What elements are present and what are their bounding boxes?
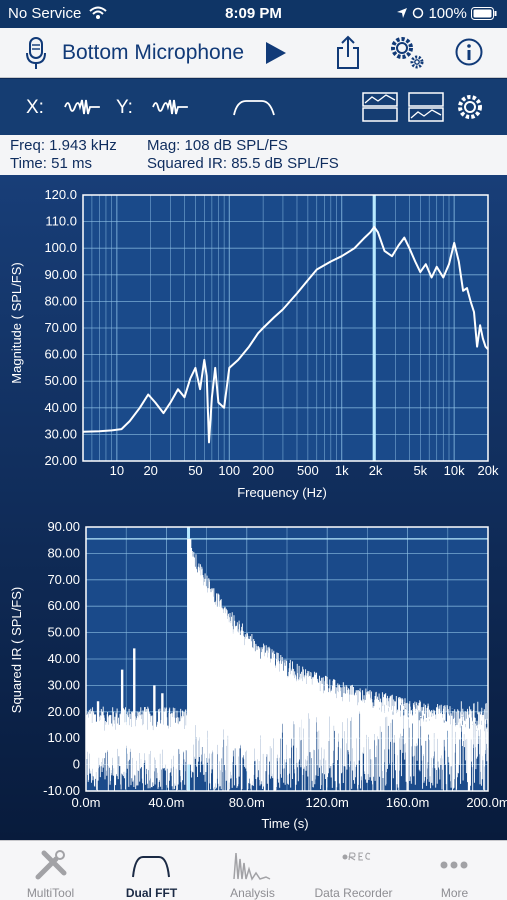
battery-icon [471, 7, 497, 20]
magnitude-tick-label: 110.0 [45, 214, 77, 229]
squared-ir-tick-label: 70.00 [47, 572, 80, 587]
squared-ir-tick-label: 60.00 [47, 598, 80, 613]
more-icon [440, 861, 468, 869]
frequency-tick-label: 100 [218, 463, 240, 478]
microphone-title[interactable]: Bottom Microphone [62, 41, 245, 64]
tab-data-recorder[interactable]: Data Recorder [303, 841, 404, 900]
clock: 8:09 PM [225, 5, 282, 22]
magnitude-readout: Mag: 108 dB SPL/FS [147, 137, 288, 154]
time-tick-label: 80.0m [229, 795, 265, 810]
magnitude-trace [82, 225, 489, 444]
frequency-tick-label: 20 [143, 463, 157, 478]
frequency-readout: Freq: 1.943 kHz [10, 137, 117, 154]
time-tick-label: 160.0m [386, 795, 429, 810]
time-tick-label: 120.0m [306, 795, 349, 810]
magnitude-tick-label: 20.00 [44, 453, 77, 468]
squared-ir-tick-label: 20.00 [47, 704, 80, 719]
magnitude-tick-label: 40.00 [44, 400, 77, 415]
magnitude-tick-label: 60.00 [44, 347, 77, 362]
magnitude-plot-border [82, 194, 489, 462]
squared-ir-tick-label: 50.00 [47, 625, 80, 640]
info-icon[interactable] [455, 38, 483, 66]
magnitude-chart[interactable]: Magnitude ( SPL/FS) Frequency (Hz) 20.00… [0, 175, 507, 515]
magnitude-tick-label: 90.00 [44, 267, 77, 282]
data-recorder-icon [342, 852, 371, 861]
squared-ir-tick-label: 10.00 [47, 730, 80, 745]
magnitude-tick-label: 120.0 [44, 187, 77, 202]
magnitude-tick-label: 30.00 [44, 426, 77, 441]
status-bar: No Service 8:09 PM 100% [0, 0, 507, 28]
squared-ir-tick-label: 30.00 [47, 677, 80, 692]
layout-top-icon[interactable] [362, 92, 398, 122]
frequency-tick-label: 200 [252, 463, 274, 478]
squared-ir-tick-label: 90.00 [47, 519, 80, 534]
magnitude-x-axis-title: Frequency (Hz) [237, 485, 327, 500]
frequency-tick-label: 10 [110, 463, 124, 478]
cursor-readout: Freq: 1.943 kHz Mag: 108 dB SPL/FS Time:… [0, 135, 507, 175]
battery-percent: 100% [428, 5, 467, 22]
magnitude-tick-label: 80.00 [44, 293, 77, 308]
squared-ir-readout: Squared IR: 85.5 dB SPL/FS [147, 155, 339, 172]
frequency-tick-label: 2k [369, 463, 383, 478]
tab-more[interactable]: More [404, 841, 505, 900]
magnitude-y-axis-title: Magnitude ( SPL/FS) [9, 262, 24, 383]
tab-dual-fft[interactable]: Dual FFT [101, 841, 202, 900]
impulse-response-chart[interactable]: Squared IR ( SPL/FS) Time (s) 0.0m 40.0m 8… [0, 515, 507, 840]
time-tick-label: 40.0m [148, 795, 184, 810]
carrier-label: No Service [8, 5, 107, 22]
time-tick-label: 200.0m [466, 795, 507, 810]
x-axis-label: X: [26, 97, 44, 118]
location-icon [397, 8, 408, 18]
frequency-tick-label: 50 [188, 463, 202, 478]
toolbar: Bottom Microphone [0, 28, 507, 78]
squared-ir-trace [85, 538, 489, 791]
multitool-icon [35, 850, 67, 880]
squared-ir-y-axis-title: Squared IR ( SPL/FS) [9, 587, 24, 713]
magnitude-tick-label: 100.0 [44, 240, 77, 255]
dual-fft-icon [132, 856, 170, 878]
x-waveform-icon[interactable] [64, 96, 100, 118]
frequency-tick-label: 10k [444, 463, 465, 478]
frequency-tick-label: 20k [478, 463, 499, 478]
frequency-tick-label: 1k [335, 463, 349, 478]
magnitude-tick-label: 70.00 [44, 320, 77, 335]
settings-icon[interactable] [388, 34, 428, 72]
wifi-icon [88, 6, 107, 19]
time-x-axis-title: Time (s) [261, 816, 308, 831]
squared-ir-tick-label: 0 [73, 757, 80, 772]
y-waveform-icon[interactable] [152, 96, 188, 118]
battery-status: 100% [396, 5, 497, 22]
layout-bottom-icon[interactable] [408, 92, 444, 122]
squared-ir-tick-label: 80.00 [47, 545, 80, 560]
alarm-icon [413, 7, 424, 19]
frequency-tick-label: 5k [413, 463, 427, 478]
y-axis-label: Y: [116, 97, 133, 118]
microphone-icon[interactable] [24, 36, 48, 72]
time-readout: Time: 51 ms [10, 155, 92, 172]
play-icon[interactable] [264, 41, 288, 65]
analysis-icon [233, 852, 271, 881]
squared-ir-tick-label: -10.00 [43, 783, 80, 798]
tab-multitool[interactable]: MultiTool [0, 841, 101, 900]
magnitude-tick-label: 50.00 [44, 373, 77, 388]
frequency-response-icon[interactable] [232, 97, 276, 117]
impulse-plot-border [85, 526, 489, 792]
frequency-tick-label: 500 [297, 463, 319, 478]
chart-settings-icon[interactable] [456, 93, 484, 121]
tab-bar: MultiTool Dual FFT Analysis Data Recorde… [0, 840, 507, 900]
time-tick-label: 0.0m [72, 795, 101, 810]
squared-ir-tick-label: 40.00 [47, 651, 80, 666]
share-icon[interactable] [335, 34, 361, 70]
trace-controls: X: Y: [0, 79, 507, 135]
charts-area: Magnitude ( SPL/FS) Frequency (Hz) 20.00… [0, 175, 507, 840]
tab-analysis[interactable]: Analysis [202, 841, 303, 900]
